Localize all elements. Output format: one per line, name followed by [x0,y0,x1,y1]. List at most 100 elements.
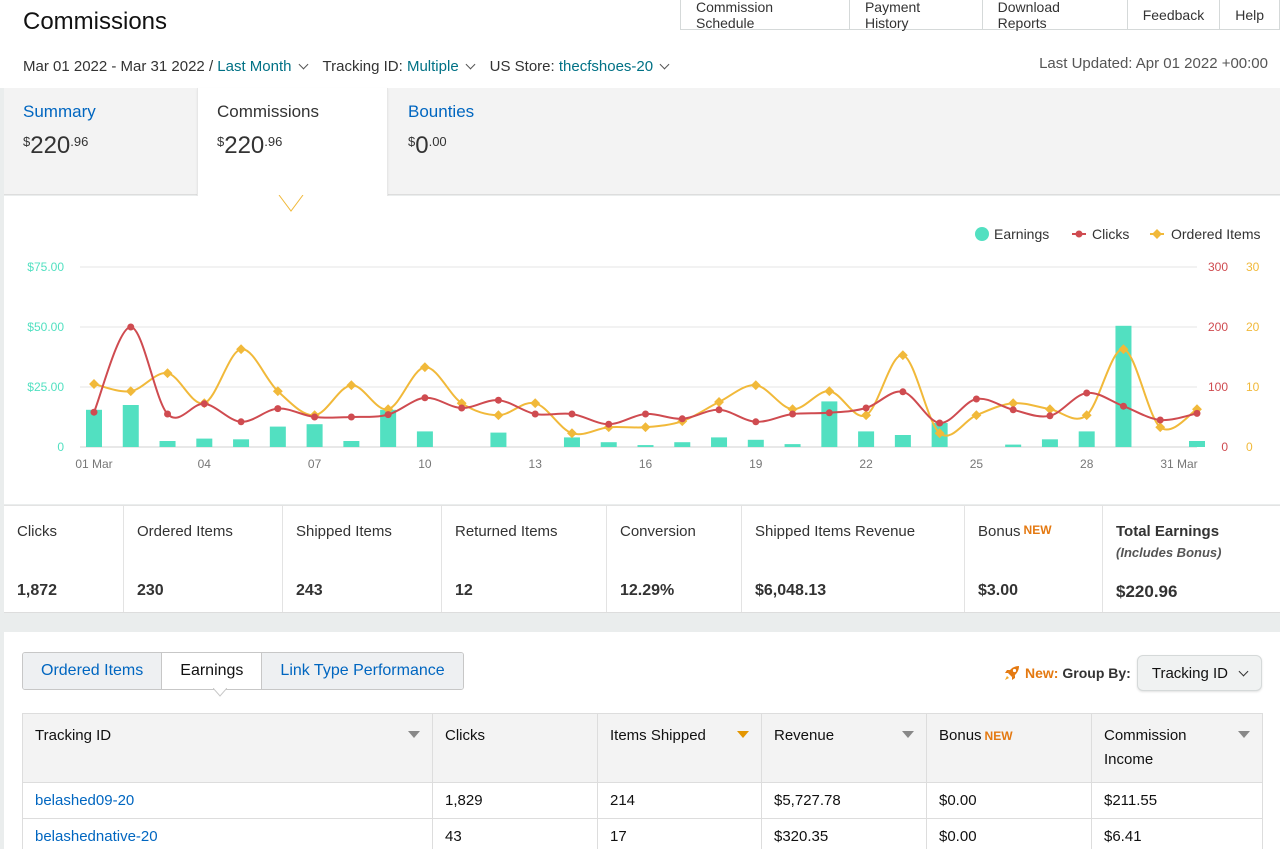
earnings-bar [86,409,102,447]
chevron-down-icon [298,59,308,69]
tab-link-type-performance[interactable]: Link Type Performance [262,653,463,689]
y-tick-label-earnings: $50.00 [27,320,64,334]
x-tick-label: 19 [749,457,763,471]
legend-ordered-marker [1152,229,1162,239]
tracking-id-link[interactable]: belashed09-20 [22,782,433,819]
stat-label: Shipped Items [296,523,392,540]
clicks-point [605,420,613,428]
y-tick-label-ordered: 20 [1246,320,1260,334]
y-tick-label-ordered: 10 [1246,380,1260,394]
clicks-point [1193,409,1201,417]
clicks-point [311,413,319,421]
stat-value: $3.00 [978,582,1019,599]
table-cell: $211.55 [1091,782,1263,819]
earnings-bar [233,439,250,447]
earnings-bar [1115,325,1132,447]
column-header-revenue[interactable]: Revenue [761,713,927,783]
download-reports-link[interactable]: Download Reports [982,0,1128,31]
stat-label: Returned Items [455,523,558,540]
column-header-clicks[interactable]: Clicks [432,713,598,783]
earnings-bar [637,445,654,447]
earnings-bar [894,435,911,447]
clicks-point [678,415,686,423]
clicks-point [1156,416,1164,424]
stat-sublabel: (Includes Bonus) [1116,545,1222,560]
column-header-items-shipped[interactable]: Items Shipped [597,713,762,783]
ordered-items-point [530,398,541,409]
ordered-items-point [346,380,357,391]
bounties-tab[interactable]: Bounties $0.00 [389,88,580,195]
earnings-bar [306,424,323,447]
legend-ordered-label: Ordered Items [1171,226,1260,242]
table-header-row: Tracking ID Clicks Items Shipped Revenue… [22,713,1263,783]
commissions-tab[interactable]: Commissions $220.96 [197,88,388,199]
clicks-point [1046,412,1054,420]
feedback-link[interactable]: Feedback [1127,0,1221,30]
x-tick-label: 25 [970,457,984,471]
tracking-id-link[interactable]: belashednative-20 [22,818,433,849]
column-header-commission-income[interactable]: Commission Income [1091,713,1263,783]
stats-summary-row: Clicks 1,872 Ordered Items 230 Shipped I… [4,505,1280,613]
help-link[interactable]: Help [1220,0,1280,30]
table-row: belashednative-20 43 17 $320.35 $0.00 $6… [22,818,1263,849]
date-range-filter[interactable]: Mar 01 2022 - Mar 31 2022 / Last Month [23,57,308,75]
ordered-items-point [934,428,945,439]
earnings-bar [380,409,397,447]
group-by-select[interactable]: Tracking ID [1136,655,1262,691]
clicks-point [274,405,282,413]
group-by-value: Tracking ID [1151,664,1228,682]
ordered-items-point [1118,344,1129,355]
table-cell: $5,727.78 [761,782,927,819]
tracking-id-filter[interactable]: Tracking ID: Multiple [322,57,476,75]
group-by-label: Group By: [1062,665,1131,681]
sort-arrow-icon[interactable] [737,731,749,738]
clicks-point [1119,402,1127,410]
ordered-items-point [162,368,173,379]
commission-schedule-link[interactable]: Commission Schedule [680,0,850,31]
earnings-bar [821,401,838,447]
date-range-text: Mar 01 2022 - Mar 31 2022 / [23,57,214,75]
stat-value: 12.29% [620,582,675,599]
earnings-bar [1189,441,1205,447]
sort-arrow-icon[interactable] [1238,731,1250,738]
bounties-amount: $0.00 [408,132,447,159]
earnings-bar [490,432,507,447]
stat-shipped-items: Shipped Items 243 [283,506,442,612]
store-filter[interactable]: US Store: thecfshoes-20 [489,57,670,75]
sort-arrow-icon[interactable] [902,731,914,738]
tab-ordered-items[interactable]: Ordered Items [23,653,163,689]
column-header-bonus[interactable]: Bonus NEW [926,713,1092,783]
legend-clicks-label: Clicks [1092,226,1129,242]
active-tab-pointer-icon [213,688,227,697]
x-tick-label: 31 Mar [1160,457,1197,471]
clicks-point [494,396,502,404]
chevron-down-icon [1238,666,1249,676]
report-tabs: Ordered Items Earnings Link Type Perform… [22,652,464,690]
chevron-down-icon [659,59,670,69]
tab-earnings[interactable]: Earnings [162,653,263,689]
commissions-tab-label: Commissions [217,102,320,121]
clicks-line [93,325,1198,426]
group-by-control: New: Group By: Tracking ID [1003,655,1262,691]
x-tick-label: 13 [529,457,543,471]
y-tick-label-earnings: $25.00 [27,380,64,394]
stat-shipped-revenue: Shipped Items Revenue $6,048.13 [742,506,965,612]
summary-tab[interactable]: Summary $220.96 [4,88,197,195]
table-cell: $0.00 [926,782,1092,819]
clicks-point [458,404,466,412]
table-cell: 17 [597,818,762,849]
column-header-tracking-id[interactable]: Tracking ID [22,713,433,783]
payment-history-link[interactable]: Payment History [849,0,983,31]
stat-label: Clicks [17,523,57,540]
y-tick-label-clicks: 200 [1208,320,1228,334]
clicks-point [752,418,760,426]
x-tick-label: 01 Mar [75,457,112,471]
legend-earnings-label: Earnings [994,226,1049,242]
x-tick-label: 28 [1080,457,1094,471]
clicks-point [347,413,355,421]
tracking-id-label: Tracking ID: [322,57,403,75]
earnings-bar [747,439,764,447]
sort-arrow-icon[interactable] [408,731,420,738]
clicks-point [862,404,870,412]
store-label: US Store: [489,57,555,75]
